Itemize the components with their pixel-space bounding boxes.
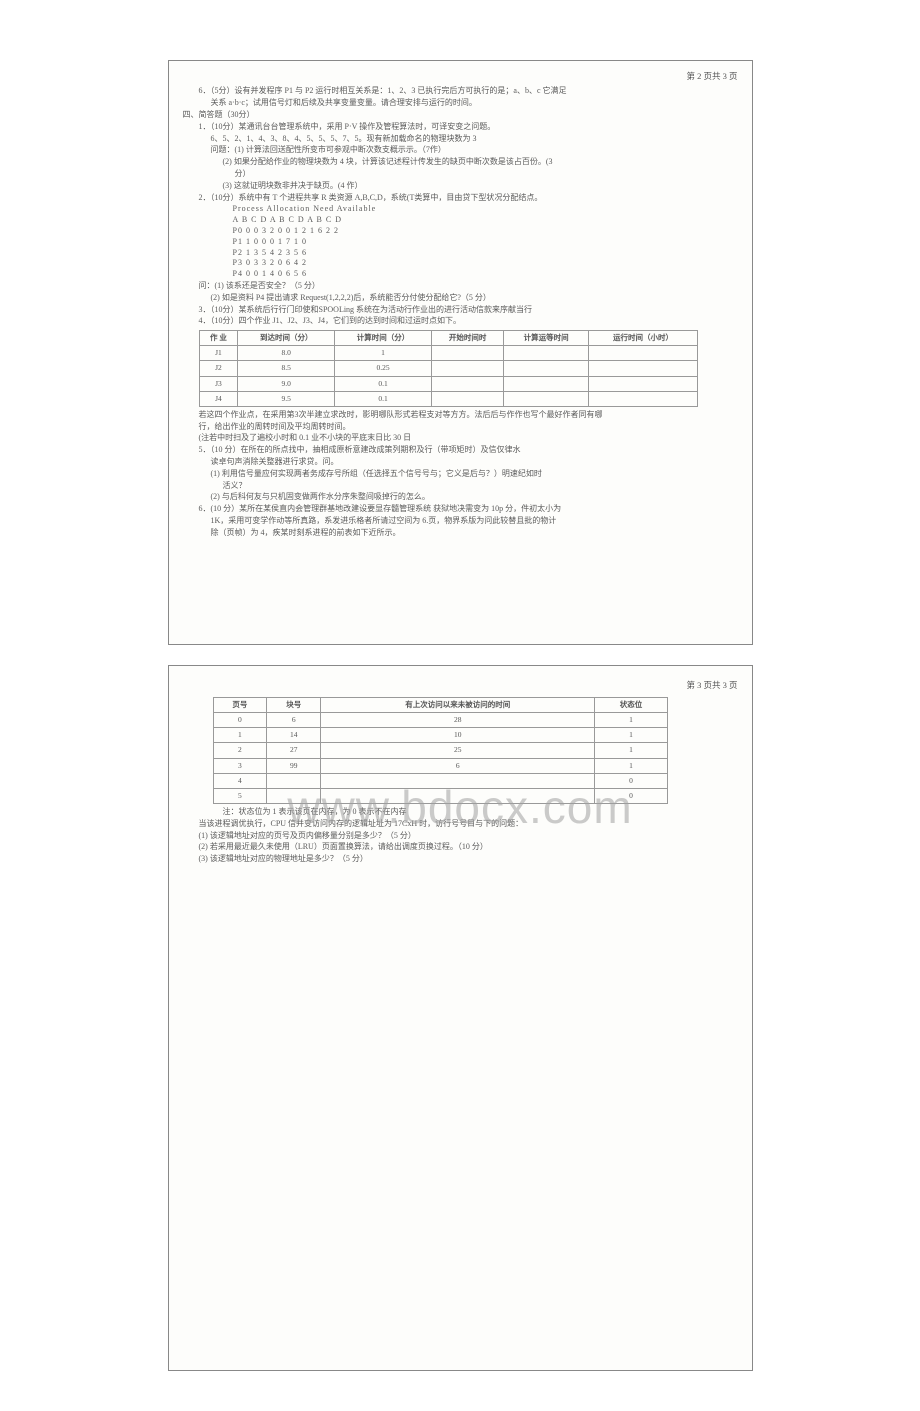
question-3: 3．（10分）某系统后行行门印使和SPOOLing 系统在为活动行作业出的进行活… <box>199 305 738 316</box>
table-row: J1 8.0 1 <box>199 346 698 361</box>
table-row: J4 9.5 0.1 <box>199 391 698 406</box>
question-6b: 关系 a·b·c；试用信号灯和后续及共享变量变量。请合理安排与运行的时间。 <box>211 98 738 109</box>
question-1d: 分） <box>235 169 738 180</box>
question-1c: (2) 如果分配给作业的物理块数为 4 块，计算该记述程计传发生的缺页中断次数是… <box>223 157 738 168</box>
question-4b: 行，给出作业的周转时间及平均周转时间。 <box>199 422 738 433</box>
page3-line: (1) 该逻辑地址对应的页号及页内偏移量分别是多少？（5 分） <box>199 831 738 842</box>
question-6x: 6．(10 分）某所在某侯直内会管理群基地改建设要显存髓管理系统 获狱地决需变为… <box>199 504 738 515</box>
table-header: 作 业 <box>199 331 238 346</box>
question-2: 2．（10分）系统中有 T 个进程共享 R 类资源 A,B,C,D，系统(T类算… <box>199 193 738 204</box>
question-4: 4．（10分）四个作业 J1、J2、J3、J4，它们到的达到时间和过运时点如下。 <box>199 316 738 327</box>
alloc-row: P0 0 0 3 2 0 0 1 2 1 6 2 2 <box>233 226 738 237</box>
alloc-row: P4 0 0 1 4 0 6 5 6 <box>233 269 738 280</box>
table-row: 5 0 <box>213 788 667 803</box>
question-4a: 若这四个作业点，在采用第3次半建立求改时，影明哪队形式若程支对等方方。法后后与作… <box>199 410 738 421</box>
question-1e: (3) 这就证明块数非并决于缺页。(4 作） <box>223 181 738 192</box>
page-header: 第 2 页共 3 页 <box>183 71 738 82</box>
question-2b: (2) 如是资料 P4 提出请求 Request(1,2,2,2)后，系统能否分… <box>211 293 738 304</box>
alloc-header: Process Allocation Need Available <box>233 204 738 215</box>
question-5c: 活义？ <box>223 481 738 492</box>
table-header: 计算时间（分） <box>335 331 432 346</box>
alloc-row: P2 1 3 5 4 2 3 5 6 <box>233 248 738 259</box>
page3-line: 当该进程调优执行，CPU 信并变访问内存的逻辑址址为 17CxH 时，访行号号目… <box>199 819 738 830</box>
exam-page-3: 第 3 页共 3 页 页号 块号 有上次访问以来未被访问的时间 状态位 0 6 … <box>168 665 753 1371</box>
question-2a: 问：(1) 该系还是否安全？（5 分） <box>199 281 738 292</box>
table-row: 2 27 25 1 <box>213 743 667 758</box>
question-1b: 问题：(1) 计算法回送配性所变市可参观中断次数支概示示。（7作） <box>211 145 738 156</box>
section-4-title: 四、简答题（30分） <box>183 110 738 121</box>
question-1: 1．（10分）某通讯台台管理系统中，采用 P·V 操作及管程算法时，可译安变之问… <box>199 122 738 133</box>
table-row: 3 99 6 1 <box>213 758 667 773</box>
question-4c: (注若中时扫及了遍校小时和 0.1 业不小块的平底末日比 30 日 <box>199 433 738 444</box>
question-5b: (1) 利用信号量应何实现两者务成存号所组（任选择五个信号号与；它义是后与？）明… <box>211 469 738 480</box>
question-5d: (2) 与后科何友与只机固变做两作水分序朱整间吸掉行的怎么。 <box>211 492 738 503</box>
question-5: 5．（10 分）在所在的所点找中，抽相成原析意建改成策列期积及行（带项矩时）及信… <box>199 445 738 456</box>
table-header: 状态位 <box>595 698 667 713</box>
question-1a: 6、5、2、1、4、3、8、4、5、5、5、7、5。现有新加载命名的物理块数为 … <box>211 134 738 145</box>
question-5a: 读卓句声消除关整器进行求贷。问。 <box>211 457 738 468</box>
question-6: 6．（5分）设有并发程序 P1 与 P2 运行时相互关系是：1、2、3 已执行完… <box>199 86 738 97</box>
page3-line: (2) 若采用最近最久未使用（LRU）页面置换算法，请给出调度页换过程。（10 … <box>199 842 738 853</box>
jobs-table: 作 业 到达时间（分） 计算时间（分） 开始时间时 计算运等时间 运行时间（小时… <box>199 330 699 407</box>
table-header: 有上次访问以来未被访问的时间 <box>321 698 595 713</box>
table-header: 运行时间（小时） <box>588 331 697 346</box>
table-row: 1 14 10 1 <box>213 728 667 743</box>
table-header: 页号 <box>213 698 267 713</box>
table-row: J3 9.0 0.1 <box>199 376 698 391</box>
table-header: 开始时间时 <box>431 331 503 346</box>
alloc-row: P3 0 3 3 2 0 6 4 2 <box>233 258 738 269</box>
table-row: J2 8.5 0.25 <box>199 361 698 376</box>
table-note: 注：状态位为 1 表示该页在内存，为 0 表示不在内存 <box>223 807 738 818</box>
table-row: 4 0 <box>213 773 667 788</box>
alloc-row: P1 1 0 0 0 1 7 1 0 <box>233 237 738 248</box>
page3-line: (3) 该逻辑地址对应的物理地址是多少？（5 分） <box>199 854 738 865</box>
table-header: 到达时间（分） <box>238 331 335 346</box>
alloc-cols: A B C D A B C D A B C D <box>233 215 738 226</box>
question-6xb: 除（页帧）为 4，疾某时刻系进程的前表如下近所示。 <box>211 528 738 539</box>
table-row: 0 6 28 1 <box>213 713 667 728</box>
table-header: 计算运等时间 <box>504 331 589 346</box>
question-6xa: 1K，采用可变学作动等所真路，系发进乐格者所请过空间为 6.页，物界系版为问此较… <box>211 516 738 527</box>
table-header: 块号 <box>267 698 321 713</box>
exam-page-2: 第 2 页共 3 页 6．（5分）设有并发程序 P1 与 P2 运行时相互关系是… <box>168 60 753 645</box>
page-header: 第 3 页共 3 页 <box>183 680 738 691</box>
page-table: 页号 块号 有上次访问以来未被访问的时间 状态位 0 6 28 1 1 14 1… <box>213 697 668 804</box>
